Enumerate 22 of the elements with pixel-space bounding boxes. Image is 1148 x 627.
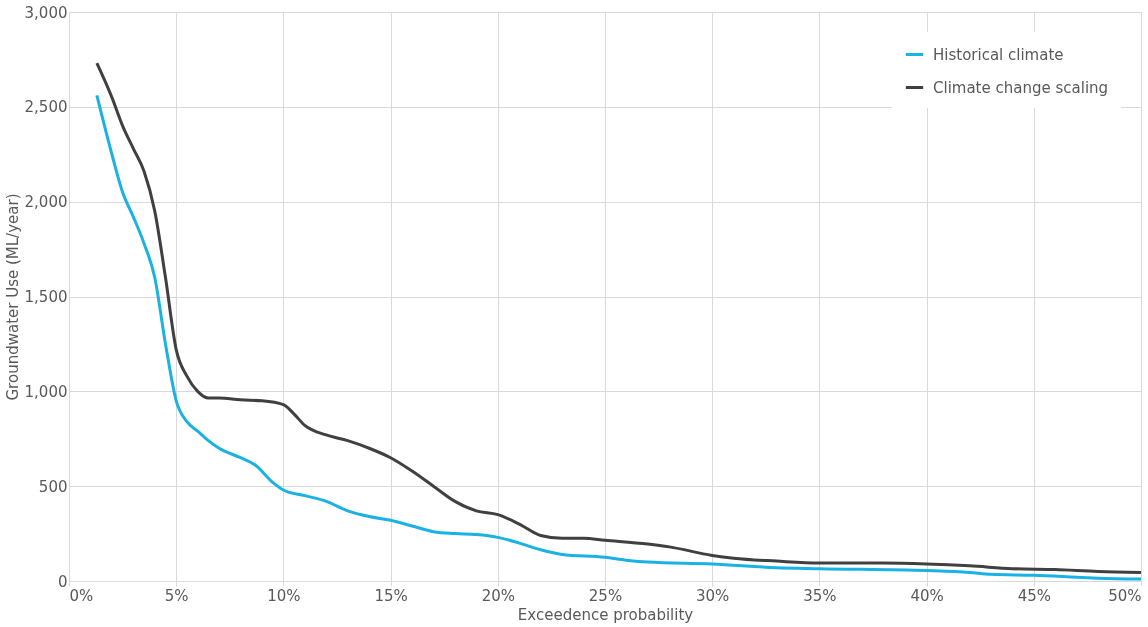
y-tick-label: 2,000	[24, 193, 68, 212]
x-tick-label: 10%	[267, 586, 301, 605]
x-tick-label: 15%	[374, 586, 408, 605]
x-tick-label: 20%	[481, 586, 515, 605]
x-tick-label: 30%	[696, 586, 730, 605]
y-tick-label: 3,000	[24, 3, 68, 22]
x-tick-label: 40%	[910, 586, 944, 605]
x-tick-label: 25%	[588, 586, 623, 605]
legend-label: Climate change scaling	[933, 78, 1109, 97]
y-tick-label: 1,500	[24, 288, 68, 306]
x-tick-label: 0%	[69, 586, 94, 605]
y-tick-label: 1,000	[24, 382, 68, 401]
y-axis-title: Groundwater Use (ML/year)	[3, 193, 22, 401]
legend-label: Historical climate	[933, 45, 1064, 64]
x-axis-title: Exceedence probability	[517, 605, 694, 624]
y-tick-label: 2,500	[24, 98, 68, 117]
y-tick-label: 0	[57, 572, 68, 591]
x-tick-label: 50%	[1108, 586, 1142, 605]
x-tick-label: 45%	[1017, 586, 1051, 605]
y-tick-label: 500	[38, 477, 68, 496]
x-tick-label: 35%	[803, 586, 837, 605]
x-tick-label: 5%	[164, 586, 189, 605]
